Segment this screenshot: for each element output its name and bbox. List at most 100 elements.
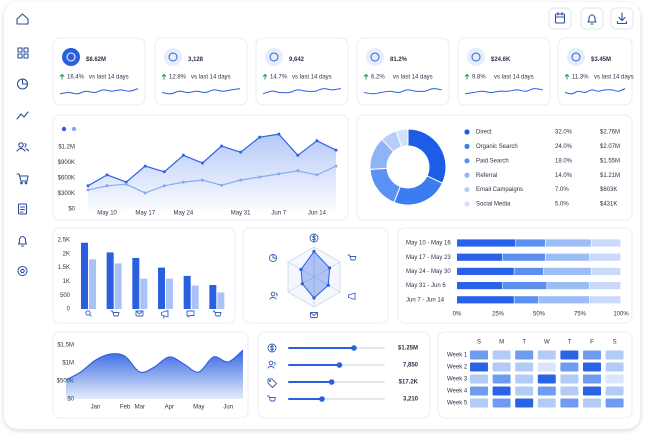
kpi-card <box>255 37 349 106</box>
kpi-sparkline <box>161 88 241 95</box>
x-tick-label: May 31 <box>231 211 251 217</box>
y-tick-label: $0 <box>67 397 74 403</box>
bar <box>191 285 199 309</box>
kpi-sparkline <box>564 88 626 95</box>
y-tick-label: 2K <box>63 251 70 257</box>
nav-grid[interactable] <box>17 47 29 59</box>
slider-knob[interactable] <box>319 396 325 402</box>
chat-icon <box>186 310 195 318</box>
line-point <box>239 150 243 154</box>
line-area <box>88 134 336 209</box>
legend-label: Referral <box>476 173 497 179</box>
x-tick-label: May 17 <box>135 211 155 217</box>
legend-percent: 24.0% <box>555 144 573 150</box>
bar <box>106 252 114 309</box>
legend-dot <box>464 201 470 207</box>
line-point <box>220 144 224 148</box>
kpi-comparison: vs last 14 days <box>292 75 332 81</box>
x-tick-label: Jun 7 <box>271 211 286 217</box>
nav-pie[interactable] <box>16 78 29 90</box>
y-tick-label: 1K <box>63 279 70 285</box>
bar-segment <box>457 239 516 247</box>
legend-amount: $2.07M <box>600 144 620 150</box>
line-point <box>143 164 147 168</box>
slider-fill <box>288 364 340 366</box>
kpi-icon <box>62 48 80 66</box>
radar-spoke <box>313 261 341 278</box>
heat-cell <box>470 350 488 360</box>
radar-point <box>326 283 330 287</box>
kpi-arrow <box>464 73 470 80</box>
slider-knob[interactable] <box>336 362 343 368</box>
column-label: T <box>568 340 572 346</box>
heat-cell <box>583 362 601 372</box>
calendar-button[interactable] <box>548 7 572 30</box>
line-point <box>124 182 128 186</box>
line-point <box>162 170 166 174</box>
slider-icons <box>267 343 277 402</box>
kpi-icon <box>366 48 384 66</box>
heat-cell <box>470 386 488 396</box>
kpi-icon-glyph <box>269 52 279 62</box>
nav-bell[interactable] <box>17 235 28 247</box>
x-tick-label: May 24 <box>174 211 194 217</box>
x-tick-label: 100% <box>613 312 629 318</box>
line-point <box>315 139 319 143</box>
legend-dot <box>464 187 470 193</box>
y-tick-label: $1.5M <box>57 343 74 349</box>
radar-icons <box>268 233 357 318</box>
kpi-sparkline <box>464 88 544 95</box>
y-tick-label: May 17 - May 23 <box>406 255 451 261</box>
heat-cell <box>537 398 556 408</box>
bar <box>183 275 191 309</box>
nav-settings[interactable] <box>17 265 28 277</box>
heat-cell <box>560 374 579 384</box>
nav-users[interactable] <box>16 142 30 152</box>
nav-trend[interactable] <box>16 111 29 120</box>
kpi-arrow <box>161 73 167 80</box>
notifications-button[interactable] <box>580 7 604 30</box>
kpi-icon <box>567 48 585 66</box>
column-label: S <box>477 340 481 346</box>
kpi-icon-glyph <box>168 52 178 62</box>
kpi-arrow <box>59 73 65 80</box>
legend-label: Organic Search <box>476 144 518 150</box>
x-tick-label: 0% <box>453 312 462 318</box>
kpi-change: 9.8% <box>472 75 486 81</box>
line-point <box>239 178 243 182</box>
nav-cart[interactable] <box>16 173 29 185</box>
dollar-icon <box>309 233 319 243</box>
heat-cell <box>492 374 511 384</box>
x-tick-label: Mar <box>135 405 145 411</box>
sliders-panel <box>257 331 431 419</box>
nav-home[interactable] <box>16 13 29 25</box>
column-label: W <box>544 340 550 346</box>
slider-knob[interactable] <box>351 345 357 351</box>
x-tick-label: 75% <box>574 312 587 318</box>
line-point <box>277 132 281 136</box>
y-tick-label: $500K <box>57 379 74 385</box>
bar-segment <box>589 296 621 304</box>
heat-cell <box>560 362 579 372</box>
line-point <box>334 148 338 152</box>
kpi-sparkline <box>363 88 443 95</box>
legend-label: Social Media <box>476 202 511 208</box>
heat-cell <box>492 350 511 360</box>
bell-icon <box>587 14 597 25</box>
kpi-card <box>557 37 633 106</box>
heat-cell <box>605 374 624 384</box>
legend-label: Paid Search <box>476 158 509 164</box>
y-tick-label: $900K <box>58 160 75 166</box>
slider-value: $1.25M <box>398 346 418 352</box>
cart-icon <box>212 310 222 317</box>
line-point <box>181 180 185 184</box>
kpi-value: $3.45M <box>591 57 611 63</box>
heat-cell <box>492 386 511 396</box>
slider-value: $17.2K <box>399 380 419 386</box>
heat-cell <box>537 362 556 372</box>
line-point <box>105 173 109 177</box>
bar <box>89 259 96 309</box>
slider-knob[interactable] <box>328 379 335 385</box>
line-point <box>258 135 262 139</box>
nav-doc[interactable] <box>17 203 28 215</box>
